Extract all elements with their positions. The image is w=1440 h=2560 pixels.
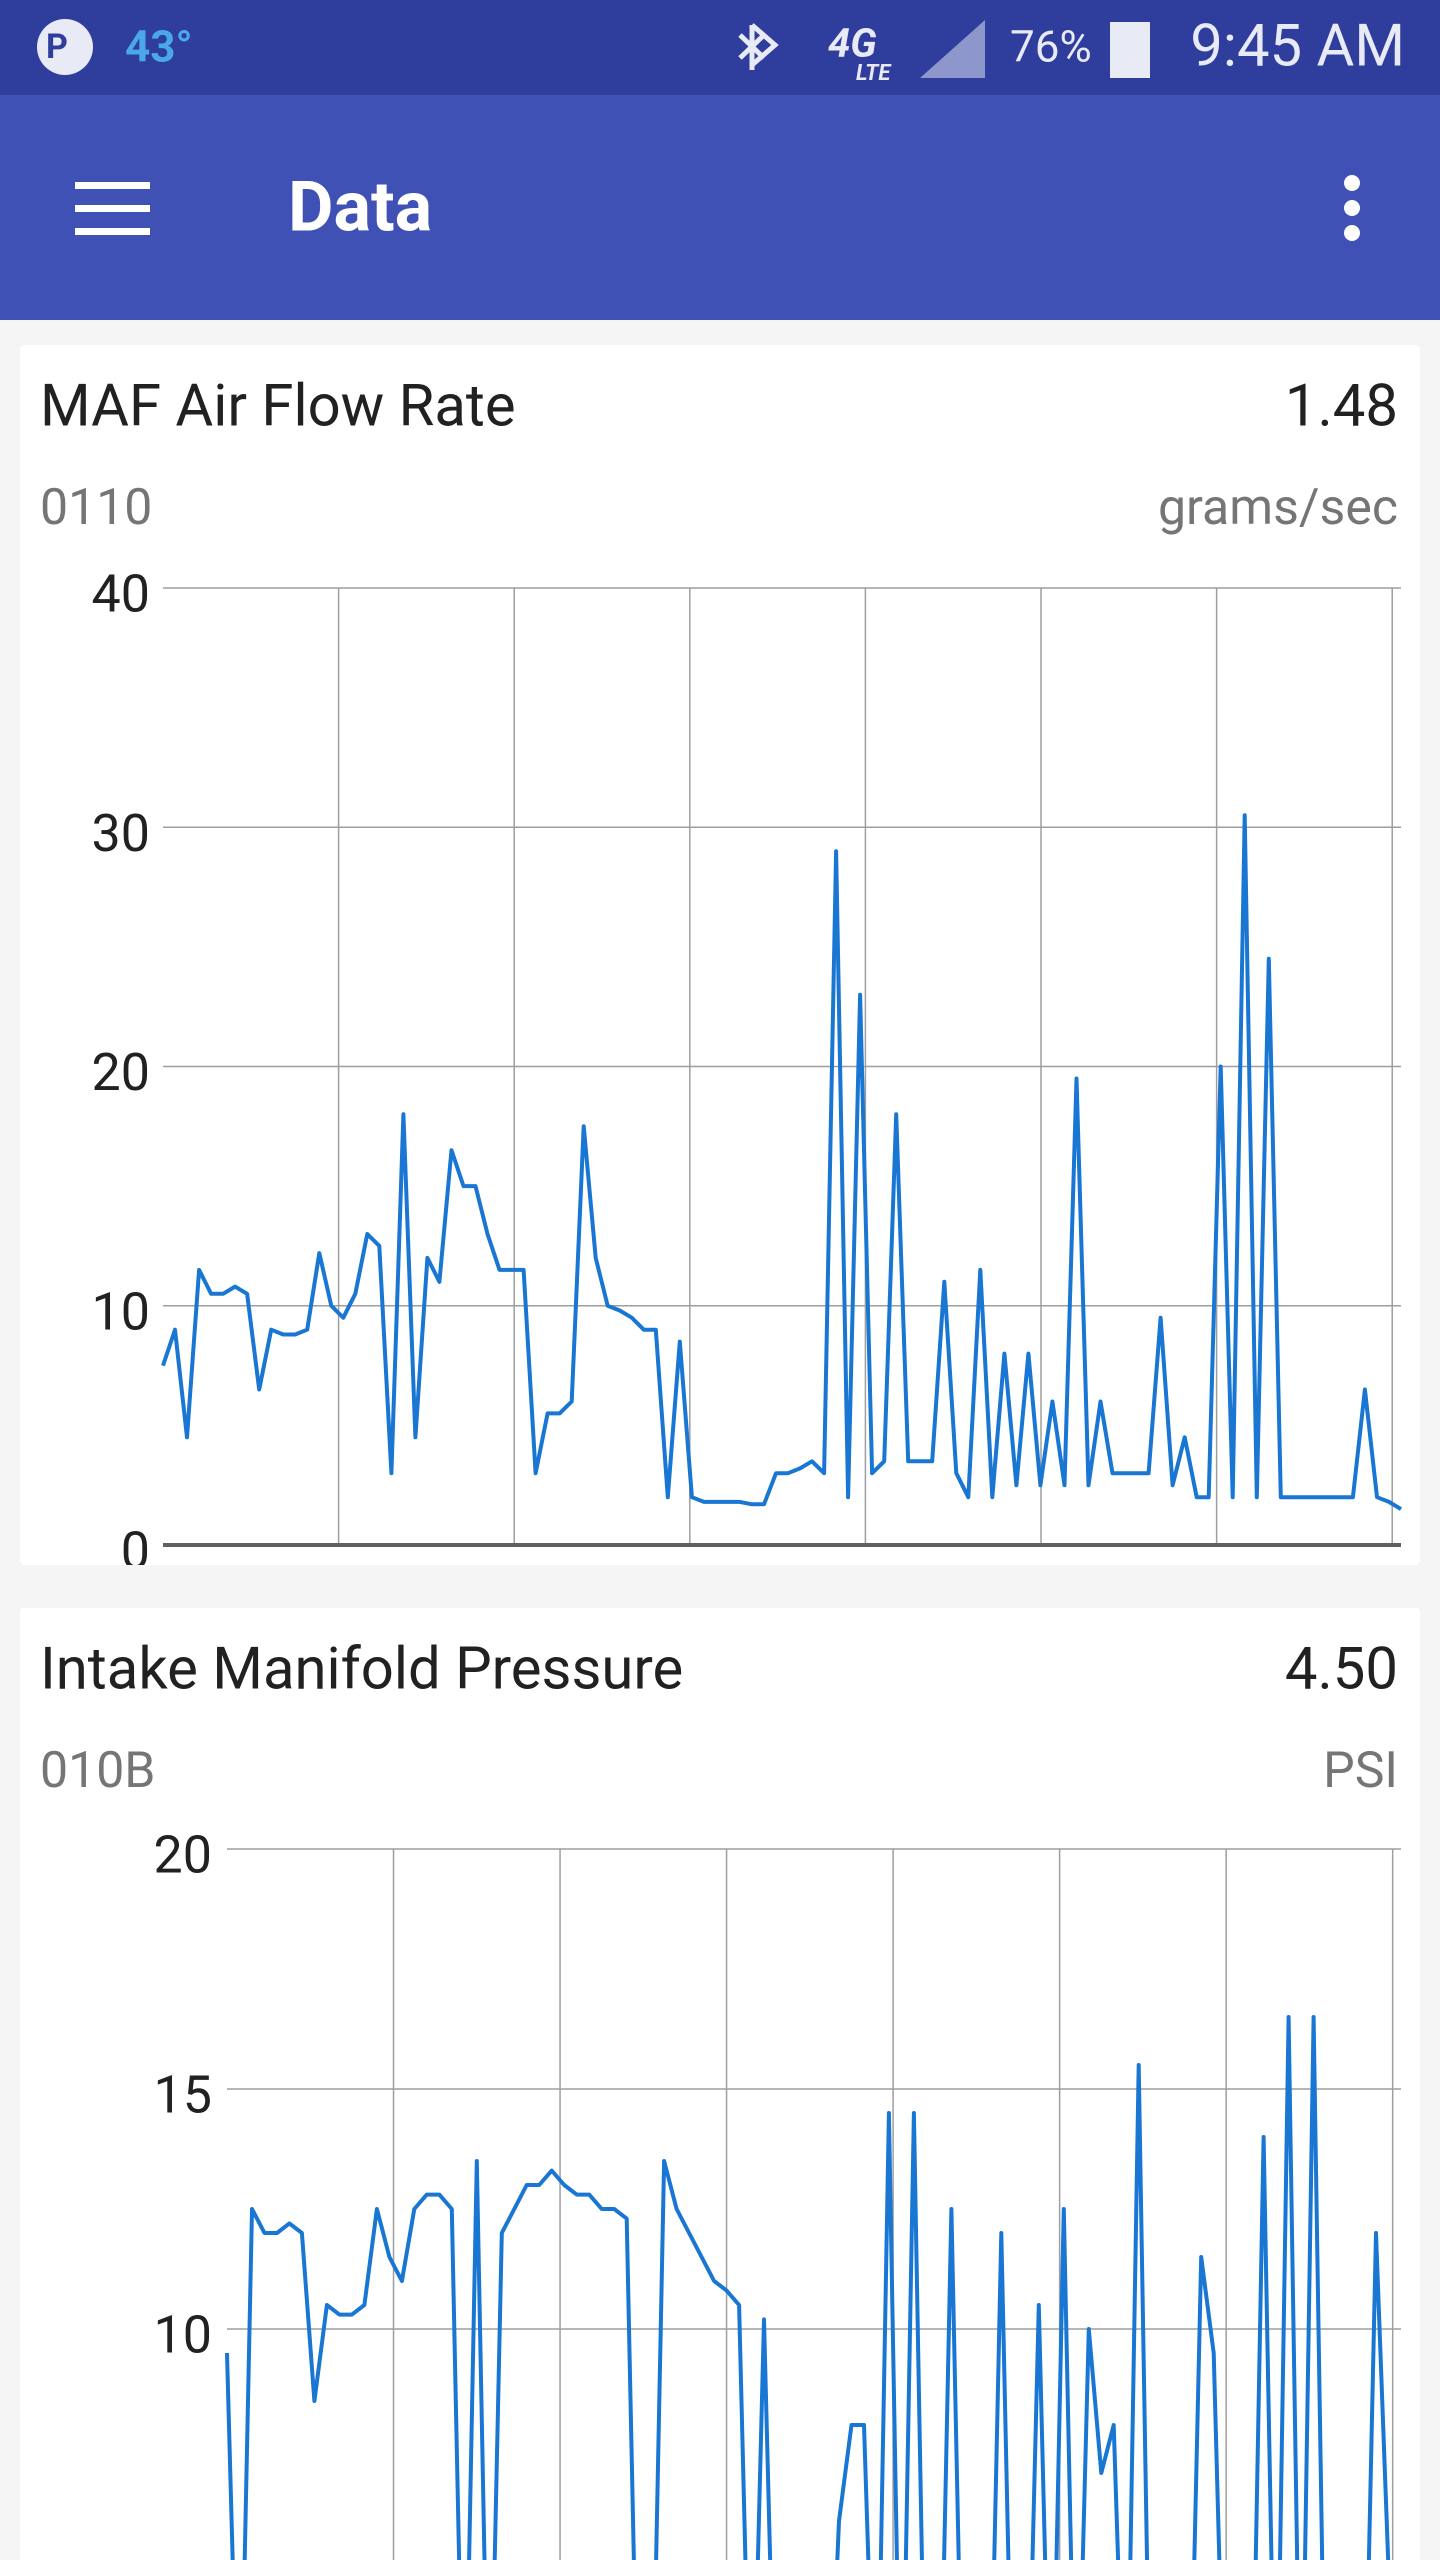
- y-tick-label: 20: [92, 1042, 150, 1103]
- overflow-menu[interactable]: [1344, 175, 1360, 241]
- time: 9:45 AM: [1190, 12, 1405, 80]
- card-bg: [20, 1608, 1420, 2560]
- plot: 0 10 20 30 40: [92, 564, 1403, 1582]
- card[interactable]: MAF Air Flow Rate 1.48 0110 grams/sec 0 10 20 3…: [20, 345, 1420, 1582]
- status-bar: [0, 0, 1440, 95]
- card-reading: 1.48: [1285, 372, 1398, 440]
- y-tick-label: 0: [121, 1521, 150, 1582]
- signal-icon: [920, 20, 985, 78]
- network-type: 4G: [828, 20, 877, 67]
- menu-bar: [75, 205, 150, 212]
- app-icon-letter: P: [46, 27, 68, 67]
- y-tick-label: 15: [154, 2065, 212, 2126]
- y-tick-label: 20: [154, 1825, 212, 1886]
- y-tick-label: 10: [154, 2305, 212, 2366]
- y-tick-label: 40: [92, 564, 150, 625]
- card-unit: PSI: [1323, 1742, 1398, 1800]
- bluetooth-icon: [738, 23, 779, 70]
- card-title: MAF Air Flow Rate: [40, 372, 516, 440]
- card[interactable]: Intake Manifold Pressure 4.50 010B PSI 10 15 2…: [20, 1608, 1420, 2560]
- y-tick-label: 10: [92, 1281, 150, 1342]
- battery-icon: [1110, 22, 1150, 78]
- battery-text: 76%: [1010, 21, 1092, 73]
- card-reading: 4.50: [1285, 1635, 1398, 1703]
- menu-bar: [75, 228, 150, 235]
- card-unit: grams/sec: [1158, 479, 1398, 537]
- app-title: Data: [288, 166, 432, 248]
- card-code: 010B: [40, 1742, 155, 1800]
- y-tick-label: 30: [92, 803, 150, 864]
- card-title: Intake Manifold Pressure: [40, 1635, 683, 1703]
- dot: [1344, 175, 1360, 191]
- data-line: [161, 813, 1403, 1511]
- plot: 10 15 20: [154, 1825, 1401, 2560]
- data-line: [225, 2015, 1391, 2560]
- dot: [1344, 225, 1360, 241]
- dot: [1344, 200, 1360, 216]
- app-bar: [0, 95, 1440, 320]
- temperature: 43°: [125, 21, 193, 73]
- card-code: 0110: [40, 479, 152, 537]
- app-icon: [37, 19, 93, 75]
- network-sub: LTE: [856, 61, 892, 86]
- menu-button[interactable]: [75, 182, 150, 235]
- menu-bar: [75, 182, 150, 189]
